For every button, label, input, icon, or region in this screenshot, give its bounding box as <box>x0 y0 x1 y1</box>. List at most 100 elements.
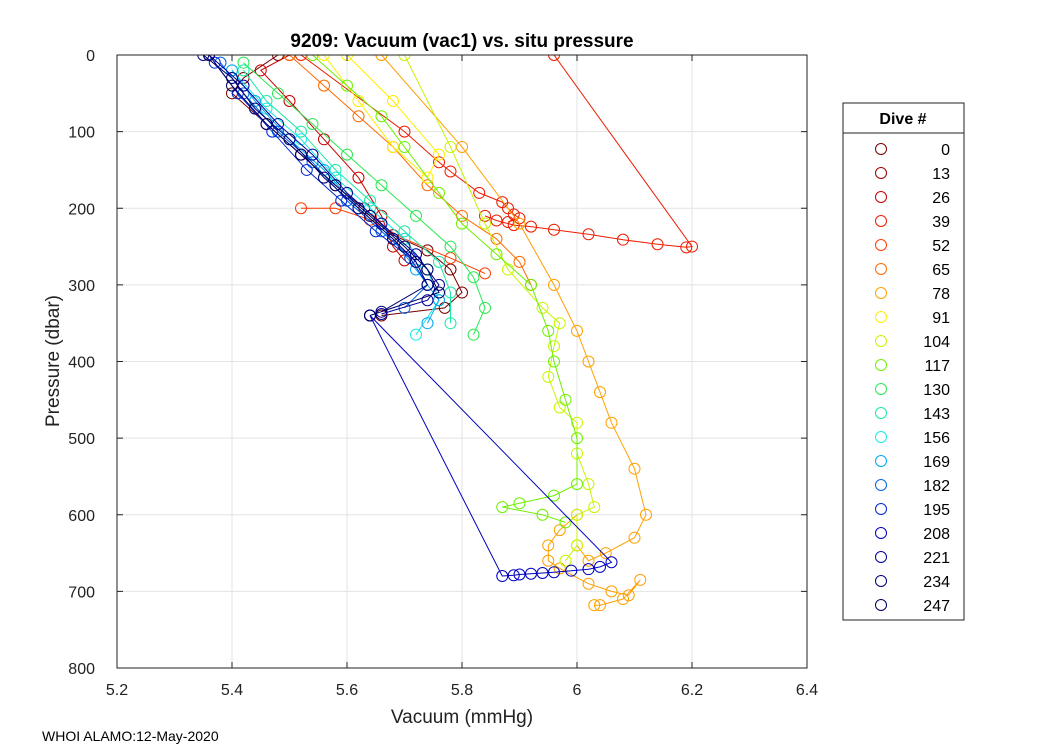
data-point <box>300 163 313 176</box>
data-point <box>398 125 411 138</box>
data-point <box>283 94 296 107</box>
data-point <box>254 64 267 77</box>
data-point <box>329 202 342 215</box>
data-point <box>571 508 583 521</box>
data-point <box>559 554 572 567</box>
series-line <box>289 55 532 286</box>
legend-label: 78 <box>932 286 950 303</box>
grid-lines <box>116 54 808 669</box>
legend-marker <box>875 263 887 275</box>
data-point <box>559 393 572 406</box>
legend-marker <box>875 503 887 515</box>
data-point <box>249 102 261 115</box>
data-point <box>490 232 503 245</box>
legend-marker <box>875 431 887 443</box>
legend-label: 91 <box>932 310 950 327</box>
legend-label: 65 <box>932 262 950 279</box>
legend-label: 195 <box>923 502 950 519</box>
data-point <box>283 55 296 61</box>
y-tick-label: 500 <box>68 431 95 448</box>
data-point <box>582 554 595 567</box>
data-point <box>444 165 457 178</box>
data-point <box>433 148 445 161</box>
data-point <box>542 370 555 383</box>
legend: Dive # 0 13 26 39 52 65 78 91 104 117 130 143 156 169… <box>842 102 965 621</box>
data-point <box>335 194 348 207</box>
series-line <box>300 55 521 223</box>
data-point <box>548 278 560 291</box>
legend-label: 26 <box>932 190 950 207</box>
y-axis-ticks: 0 100 200 300 400 500 600 700 800 <box>68 48 807 678</box>
data-point <box>295 125 307 138</box>
data-point <box>571 539 583 552</box>
data-point <box>582 563 595 576</box>
data-point <box>364 209 376 222</box>
series-line <box>369 315 613 577</box>
legend-marker <box>875 575 887 587</box>
legend-title: Dive # <box>879 111 926 128</box>
data-point <box>421 263 434 276</box>
data-point <box>565 564 578 577</box>
data-point <box>266 125 279 138</box>
data-point <box>341 79 353 92</box>
data-point <box>421 317 434 330</box>
data-point <box>295 202 307 215</box>
legend-marker <box>875 527 887 539</box>
series-line <box>214 62 428 286</box>
y-tick-label: 700 <box>68 584 95 601</box>
data-point <box>375 305 388 318</box>
data-point <box>467 271 480 284</box>
data-point <box>421 294 434 307</box>
data-point <box>444 240 457 253</box>
legend-marker <box>875 215 887 227</box>
legend-label: 143 <box>923 406 950 423</box>
data-point <box>479 209 491 222</box>
series-line <box>381 55 647 606</box>
data-point <box>364 309 376 322</box>
data-point <box>295 55 307 61</box>
data-point <box>306 117 319 130</box>
data-point <box>507 569 520 582</box>
data-point <box>582 577 595 590</box>
data-point <box>421 171 434 184</box>
data-point <box>203 55 215 61</box>
data-point <box>525 567 537 580</box>
data-point <box>605 416 618 429</box>
data-point <box>398 225 411 238</box>
series-dive-247 <box>203 55 445 322</box>
data-point <box>490 214 503 227</box>
data-point <box>628 462 641 475</box>
data-point <box>410 248 422 261</box>
data-point <box>456 217 468 230</box>
x-tick-label: 5.2 <box>106 682 128 699</box>
data-point <box>479 267 491 280</box>
data-point <box>634 573 647 586</box>
data-point <box>571 478 583 491</box>
series-dive-221 <box>203 55 445 320</box>
data-point <box>433 255 445 268</box>
footer-stamp: WHOI ALAMO:12-May-2020 <box>42 728 219 744</box>
data-point <box>387 232 399 245</box>
data-point <box>318 79 330 92</box>
data-point <box>513 255 526 268</box>
legend-marker <box>875 143 887 155</box>
data-point <box>444 140 457 153</box>
series-dive-117 <box>306 55 583 529</box>
x-tick-label: 5.6 <box>336 682 358 699</box>
data-point <box>686 240 698 253</box>
legend-marker <box>875 167 887 179</box>
data-point <box>496 501 509 514</box>
legend-marker <box>875 455 887 467</box>
series-dive-104 <box>398 55 601 567</box>
data-point <box>496 570 509 583</box>
y-tick-label: 100 <box>68 125 95 142</box>
legend-marker <box>875 239 887 251</box>
data-point <box>318 171 330 184</box>
data-point <box>398 301 411 314</box>
data-point <box>479 301 491 314</box>
data-point <box>410 255 422 268</box>
data-point <box>571 432 583 445</box>
data-point <box>387 94 399 107</box>
data-point <box>433 186 445 199</box>
